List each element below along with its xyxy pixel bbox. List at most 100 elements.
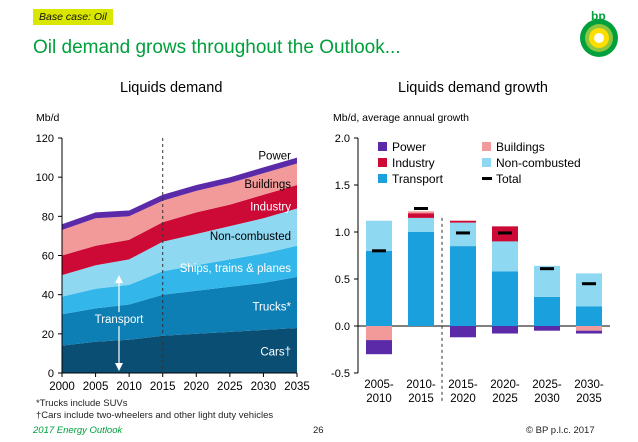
transport-arrow-head-down (115, 363, 123, 372)
right-xtick-label-bottom: 2030 (534, 393, 560, 405)
left-ytick-label: 20 (42, 329, 54, 341)
left-ytick-label: 60 (42, 251, 54, 263)
right-xtick-label-top: 2015- (448, 379, 478, 391)
area-series-4 (62, 185, 297, 276)
left-xtick-label: 2010 (116, 381, 142, 393)
footnote-cars: †Cars include two-wheelers and other lig… (36, 410, 274, 421)
right-xtick-label-top: 2025- (532, 379, 562, 391)
bar-segment-4-1 (408, 232, 434, 326)
left-ytick-label: 80 (42, 211, 54, 223)
total-marker-1 (414, 207, 428, 210)
bar-segment-3-4 (534, 265, 560, 297)
right-xtick-label-top: 2005- (364, 379, 394, 391)
area-series-6 (62, 157, 297, 230)
scenario-tag: Base case: Oil (33, 9, 113, 25)
right-ytick-label: 0.5 (335, 274, 350, 286)
left-chart-title: Liquids demand (120, 80, 223, 96)
legend-label-2: Industry (392, 156, 435, 170)
footer-outlook: 2017 Energy Outlook (33, 425, 123, 436)
right-xtick-label-top: 2010- (406, 379, 436, 391)
right-ytick-label: 1.0 (335, 227, 350, 239)
area-label-0: Cars† (260, 346, 291, 358)
bar-segment-3-5 (576, 273, 602, 307)
right-xtick-label-bottom: 2010 (366, 393, 392, 405)
bar-segment-0-2 (450, 326, 476, 338)
total-marker-4 (540, 267, 554, 271)
transport-label-bg (92, 312, 146, 327)
right-xtick-label-bottom: 2020 (450, 393, 476, 405)
left-xtick-label: 2035 (284, 381, 310, 393)
footnote-trucks: *Trucks include SUVs (36, 398, 128, 409)
total-marker-3 (498, 231, 512, 235)
liquids-demand-growth-chart: 2.0 1.5 1.0 0.5 0.0 -0.5 2005- 2010 2010- 2015 201… (331, 133, 610, 405)
liquids-demand-chart: 0 20 40 60 80 100 120 2000 2005 2010 2015 2020 2025 2… (36, 133, 310, 393)
area-series-2 (62, 245, 297, 315)
legend-label-3: Non-combusted (496, 156, 581, 170)
right-chart-title: Liquids demand growth (398, 80, 548, 96)
right-xtick-label-bottom: 2035 (576, 393, 602, 405)
total-marker-0 (372, 249, 386, 253)
legend-swatch-total (482, 177, 492, 180)
legend-swatch-2 (378, 158, 387, 167)
left-ytick-label: 120 (36, 133, 54, 145)
legend-label-1: Buildings (496, 140, 545, 154)
bar-segment-0-0 (366, 340, 392, 355)
legend-label-total: Total (496, 172, 521, 186)
bar-segment-4-4 (534, 296, 560, 326)
bar-segment-1-5 (576, 326, 602, 331)
left-xtick-label: 2030 (251, 381, 277, 393)
legend-label-4: Transport (392, 172, 444, 186)
bar-segment-2-2 (450, 220, 476, 223)
bar-segment-0-5 (576, 330, 602, 334)
area-label-3: Non-combusted (210, 231, 291, 243)
transport-arrow-head-up (115, 275, 123, 284)
left-xtick-label: 2015 (150, 381, 176, 393)
right-xtick-label-bottom: 2015 (408, 393, 434, 405)
legend-label-0: Power (392, 140, 426, 154)
right-chart-ylabel: Mb/d, average annual growth (333, 112, 470, 124)
bar-segment-4-0 (366, 250, 392, 326)
left-ytick-label: 100 (36, 172, 54, 184)
bar-segment-3-0 (366, 220, 392, 251)
left-xtick-label: 2025 (217, 381, 243, 393)
bar-segment-3-3 (492, 241, 518, 272)
bar-segment-0-3 (492, 326, 518, 334)
page-title: Oil demand grows throughout the Outlook.… (33, 37, 401, 58)
right-xtick-label-top: 2030- (574, 379, 604, 391)
bar-segment-1-0 (366, 326, 392, 341)
left-ytick-label: 40 (42, 290, 54, 302)
area-series-1 (62, 277, 297, 346)
right-ytick-label: 2.0 (335, 133, 350, 145)
area-series-3 (62, 208, 297, 297)
area-label-4: Industry (250, 202, 291, 214)
area-series-0 (62, 328, 297, 373)
right-xtick-label-top: 2020- (490, 379, 520, 391)
bar-segment-4-3 (492, 271, 518, 326)
legend-swatch-0 (378, 142, 387, 151)
right-ytick-label: 0.0 (335, 321, 350, 333)
footer-page-number: 26 (313, 425, 324, 436)
left-xtick-label: 2005 (83, 381, 109, 393)
right-ytick-label: -0.5 (331, 368, 350, 380)
left-ytick-label: 0 (48, 368, 54, 380)
footer-copyright: © BP p.l.c. 2017 (526, 425, 595, 436)
left-xtick-label: 2020 (183, 381, 209, 393)
right-xtick-label-bottom: 2025 (492, 393, 518, 405)
bar-segment-3-1 (408, 217, 434, 232)
bp-helios-icon (580, 19, 618, 57)
left-chart-ylabel: Mb/d (36, 112, 60, 124)
area-label-1: Trucks* (252, 301, 291, 313)
bar-segment-0-4 (534, 326, 560, 331)
transport-label: Transport (95, 314, 145, 326)
total-marker-5 (582, 282, 596, 286)
area-series-5 (62, 163, 297, 256)
area-label-5: Buildings (244, 179, 291, 191)
total-marker-2 (456, 231, 470, 235)
bar-segment-4-2 (450, 246, 476, 326)
legend-swatch-4 (378, 174, 387, 183)
left-xtick-label: 2000 (49, 381, 75, 393)
bar-segment-4-5 (576, 306, 602, 326)
bp-logo-text: bp (591, 9, 606, 23)
legend-swatch-1 (482, 142, 491, 151)
